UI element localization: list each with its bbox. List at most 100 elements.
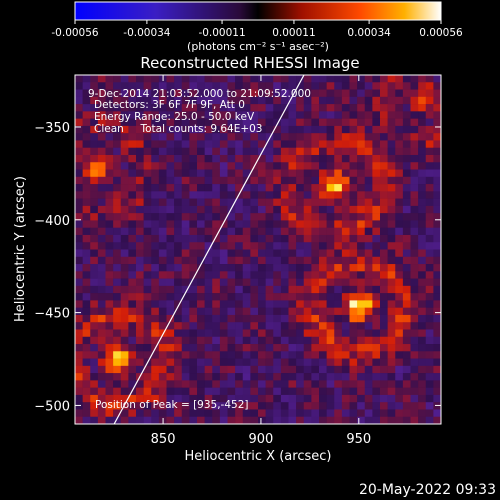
heatmap-cell <box>212 409 221 418</box>
heatmap-cell <box>402 256 411 265</box>
heatmap-cell <box>219 111 228 119</box>
heatmap-cell <box>265 358 274 367</box>
heatmap-cell <box>204 118 213 127</box>
heatmap-cell <box>265 89 274 98</box>
heatmap-cell <box>303 176 312 185</box>
heatmap-cell <box>82 249 91 258</box>
heatmap-cell <box>250 118 259 127</box>
heatmap-cell <box>166 169 175 178</box>
heatmap-cell <box>174 184 183 192</box>
heatmap-cell <box>372 293 381 301</box>
heatmap-cell <box>303 213 312 221</box>
heatmap-cell <box>90 198 99 207</box>
heatmap-cell <box>357 278 366 287</box>
heatmap-cell <box>433 394 441 403</box>
heatmap-cell <box>334 184 343 192</box>
heatmap-cell <box>75 198 83 207</box>
heatmap-cell <box>296 402 305 410</box>
heatmap-cell <box>250 184 259 192</box>
heatmap-cell <box>189 111 198 119</box>
heatmap-cell <box>128 89 137 98</box>
heatmap-cell <box>227 278 236 287</box>
heatmap-cell <box>364 351 373 359</box>
heatmap-cell <box>280 147 289 156</box>
heatmap-cell <box>128 147 137 156</box>
heatmap-cell <box>97 271 106 279</box>
heatmap-cell <box>387 234 396 243</box>
heatmap-cell <box>288 213 297 221</box>
heatmap-cell <box>97 402 106 410</box>
heatmap-cell <box>372 329 381 338</box>
heatmap-cell <box>258 256 266 265</box>
heatmap-cell <box>349 409 358 418</box>
heatmap-cell <box>402 278 411 287</box>
heatmap-cell <box>242 373 251 381</box>
heatmap-cell <box>197 358 205 367</box>
heatmap-cell <box>418 169 427 178</box>
heatmap-cell <box>90 227 99 236</box>
heatmap-cell <box>197 96 205 105</box>
heatmap-cell <box>174 293 183 301</box>
heatmap-cell <box>235 409 244 418</box>
heatmap-cell <box>372 351 381 359</box>
heatmap-cell <box>174 220 183 228</box>
heatmap-cell <box>372 205 381 214</box>
heatmap-cell <box>326 205 335 214</box>
heatmap-cell <box>204 409 213 418</box>
heatmap-cell <box>250 234 259 243</box>
heatmap-cell <box>280 176 289 185</box>
heatmap-cell <box>372 387 381 396</box>
heatmap-cell <box>311 96 320 105</box>
heatmap-cell <box>265 344 274 352</box>
heatmap-cell <box>174 329 183 338</box>
heatmap-cell <box>242 104 251 112</box>
heatmap-cell <box>128 162 137 170</box>
heatmap-cell <box>75 162 83 170</box>
heatmap-cell <box>151 176 160 185</box>
heatmap-cell <box>402 82 411 90</box>
heatmap-cell <box>364 256 373 265</box>
heatmap-cell <box>288 278 297 287</box>
heatmap-cell <box>181 89 190 98</box>
heatmap-cell <box>189 329 198 338</box>
heatmap-cell <box>372 307 381 316</box>
heatmap-cell <box>174 125 183 134</box>
heatmap-cell <box>113 118 122 127</box>
heatmap-cell <box>265 198 274 207</box>
heatmap-cell <box>75 344 83 352</box>
heatmap-cell <box>143 329 152 338</box>
heatmap-cell <box>166 351 175 359</box>
heatmap-cell <box>181 278 190 287</box>
heatmap-cell <box>120 82 129 90</box>
heatmap-cell <box>311 111 320 119</box>
heatmap-cell <box>174 191 183 199</box>
heatmap-cell <box>105 191 114 199</box>
heatmap-cell <box>143 416 152 424</box>
heatmap-cell <box>296 96 305 105</box>
heatmap-cell <box>105 278 114 287</box>
heatmap-cell <box>181 293 190 301</box>
heatmap-cell <box>280 278 289 287</box>
heatmap-cell <box>242 82 251 90</box>
heatmap-cell <box>273 314 282 323</box>
heatmap-cell <box>219 118 228 127</box>
heatmap-cell <box>357 154 366 163</box>
heatmap-cell <box>410 234 419 243</box>
heatmap-cell <box>97 133 106 141</box>
heatmap-cell <box>364 293 373 301</box>
heatmap-cell <box>158 154 167 163</box>
heatmap-cell <box>410 169 419 178</box>
heatmap-cell <box>418 329 427 338</box>
heatmap-cell <box>273 365 282 374</box>
heatmap-cell <box>433 329 441 338</box>
heatmap-cell <box>418 380 427 388</box>
heatmap-cell <box>258 205 266 214</box>
y-axis-label: Heliocentric Y (arcsec) <box>13 176 28 322</box>
heatmap-cell <box>410 198 419 207</box>
heatmap-cell <box>158 387 167 396</box>
heatmap-cell <box>380 213 388 221</box>
heatmap-cell <box>143 205 152 214</box>
heatmap-cell <box>189 402 198 410</box>
heatmap-cell <box>82 198 91 207</box>
heatmap-cell <box>372 89 381 98</box>
